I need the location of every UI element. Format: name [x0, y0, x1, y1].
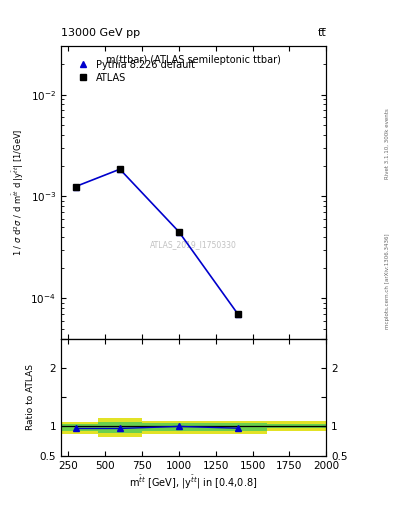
Text: Rivet 3.1.10, 300k events: Rivet 3.1.10, 300k events [385, 108, 389, 179]
Text: ATLAS_2019_I1750330: ATLAS_2019_I1750330 [150, 241, 237, 249]
ATLAS [235, 311, 240, 317]
Text: m(ttbar) (ATLAS semileptonic ttbar): m(ttbar) (ATLAS semileptonic ttbar) [106, 55, 281, 65]
Text: mcplots.cern.ch [arXiv:1306.3436]: mcplots.cern.ch [arXiv:1306.3436] [385, 234, 389, 329]
Pythia 8.226 default [73, 183, 78, 189]
Y-axis label: Ratio to ATLAS: Ratio to ATLAS [26, 364, 35, 430]
Y-axis label: 1 / $\sigma$ d$^2\sigma$ / d m$^{\bar{t}t}$ d |y$^{\bar{t}t}$| [1/GeV]: 1 / $\sigma$ d$^2\sigma$ / d m$^{\bar{t}… [11, 129, 26, 256]
Pythia 8.226 default [176, 229, 181, 235]
Line: Pythia 8.226 default: Pythia 8.226 default [72, 166, 241, 317]
Legend: Pythia 8.226 default, ATLAS: Pythia 8.226 default, ATLAS [71, 57, 198, 86]
ATLAS [73, 183, 78, 189]
Text: tt̅: tt̅ [318, 28, 326, 38]
ATLAS [176, 229, 181, 235]
ATLAS [118, 166, 122, 172]
Pythia 8.226 default [118, 166, 122, 172]
Text: 13000 GeV pp: 13000 GeV pp [61, 28, 140, 38]
X-axis label: m$^{\bar{t}t}$ [GeV], |y$^{\bar{t}t}$| in [0.4,0.8]: m$^{\bar{t}t}$ [GeV], |y$^{\bar{t}t}$| i… [129, 473, 258, 490]
Pythia 8.226 default [235, 311, 240, 317]
Line: ATLAS: ATLAS [72, 166, 241, 317]
